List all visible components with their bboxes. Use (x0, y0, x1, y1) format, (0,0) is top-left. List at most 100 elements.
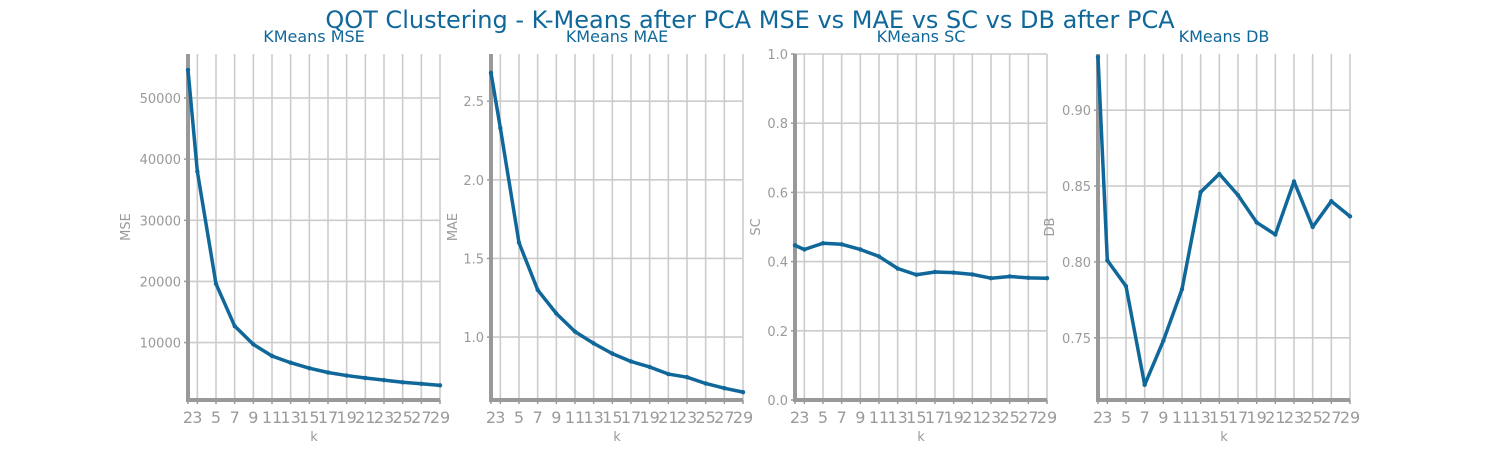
x-tick-label: 25 (1302, 408, 1322, 427)
data-point (344, 373, 349, 378)
data-point (572, 329, 578, 334)
data-point (914, 272, 919, 277)
data-point (437, 383, 443, 388)
data-point (251, 342, 256, 347)
x-axis-label: k (1220, 430, 1228, 445)
data-point (988, 276, 994, 281)
data-point (1007, 274, 1012, 279)
x-tick-label: 3 (192, 408, 202, 427)
x-tick-label: 17 (318, 408, 338, 427)
x-tick-label: 15 (602, 408, 622, 427)
data-point (858, 247, 863, 252)
x-tick-label: 11 (869, 408, 889, 427)
x-tick-label: 9 (551, 408, 561, 427)
data-point (1026, 275, 1031, 281)
y-tick-label: 0.8 (767, 117, 788, 132)
x-tick-label: 15 (906, 408, 926, 427)
data-point (488, 70, 494, 76)
x-tick-label: 11 (1172, 408, 1192, 427)
x-tick-label: 15 (1209, 408, 1229, 427)
y-tick-label: 2.5 (463, 95, 484, 110)
data-point (1123, 283, 1129, 289)
data-point (591, 341, 596, 346)
y-axis-label: MAE (446, 213, 461, 241)
y-tick-label: 0.0 (767, 394, 788, 409)
data-point (610, 351, 615, 356)
y-tick-label: 0.75 (1062, 332, 1091, 347)
x-tick-label: 5 (514, 408, 524, 427)
x-tick-label: 5 (211, 408, 221, 427)
data-point (1291, 179, 1297, 184)
x-tick-label: 2 (486, 408, 496, 427)
x-tick-label: 5 (1121, 408, 1131, 427)
y-tick-label: 30000 (140, 214, 181, 229)
y-tick-label: 0.2 (767, 325, 788, 340)
y-tick-label: 1.0 (463, 331, 484, 346)
x-tick-label: 23 (677, 408, 697, 427)
subplot-title: KMeans MSE (263, 27, 365, 46)
data-point (647, 364, 652, 370)
x-tick-label: 9 (855, 408, 865, 427)
x-tick-label: 13 (887, 408, 907, 427)
y-tick-label: 1.5 (463, 252, 484, 267)
data-point (1254, 220, 1259, 225)
x-tick-label: 29 (1340, 408, 1360, 427)
x-tick-label: 25 (999, 408, 1019, 427)
data-point (1044, 276, 1050, 281)
data-point (1198, 189, 1203, 195)
data-point (1310, 224, 1315, 230)
x-tick-label: 21 (355, 408, 375, 427)
x-axis-label: k (917, 430, 925, 445)
x-tick-label: 25 (392, 408, 412, 427)
x-tick-label: 11 (262, 408, 282, 427)
data-point (1161, 338, 1166, 344)
y-tick-label: 0.85 (1062, 180, 1091, 195)
figure-title: QOT Clustering - K-Means after PCA MSE v… (325, 6, 1175, 34)
subplot-title: KMeans SC (877, 27, 966, 46)
y-tick-label: 40000 (140, 153, 181, 168)
x-tick-label: 13 (1190, 408, 1210, 427)
x-tick-label: 21 (962, 408, 982, 427)
data-point (895, 266, 900, 271)
data-point (792, 243, 798, 248)
data-point (1329, 199, 1334, 204)
data-point (1217, 171, 1222, 177)
data-point (232, 323, 237, 329)
data-point (400, 380, 405, 385)
y-tick-label: 10000 (140, 337, 181, 352)
x-axis-label: k (613, 430, 621, 445)
subplot-2: 2 3 5 7 9 111315171921232527291.01.52.02.5KMe… (446, 27, 753, 445)
x-tick-label: 19 (1246, 408, 1266, 427)
data-point (951, 270, 956, 275)
data-point (1347, 214, 1353, 219)
subplot-1: 2 3 5 7 9 11131517192123252729100002000030000… (119, 27, 450, 445)
data-point (269, 353, 275, 359)
data-point (1273, 232, 1278, 237)
data-point (516, 240, 522, 245)
data-point (802, 247, 807, 252)
x-tick-label: 7 (1140, 408, 1150, 427)
data-point (1095, 54, 1101, 60)
x-tick-label: 3 (495, 408, 505, 427)
x-tick-label: 3 (799, 408, 809, 427)
data-point (666, 371, 671, 377)
data-point (195, 169, 200, 174)
x-tick-label: 2 (183, 408, 193, 427)
data-point (722, 386, 727, 391)
x-tick-label: 7 (230, 408, 240, 427)
x-tick-label: 29 (430, 408, 450, 427)
subplot-4: 2 3 5 7 9 111315171921232527290.750.800.850.9… (1043, 27, 1360, 445)
x-tick-label: 17 (1228, 408, 1248, 427)
x-tick-label: 5 (818, 408, 828, 427)
subplot-title: KMeans MAE (566, 27, 668, 46)
y-tick-label: 0.90 (1062, 104, 1091, 119)
x-tick-label: 7 (837, 408, 847, 427)
subplot-3: 2 3 5 7 9 111315171921232527290.00.20.40.60.8… (749, 27, 1057, 445)
x-tick-label: 21 (1265, 408, 1285, 427)
x-tick-label: 13 (280, 408, 300, 427)
y-tick-label: 1.0 (767, 48, 788, 63)
subplots: 2 3 5 7 9 11131517192123252729100002000030000… (119, 27, 1360, 445)
x-tick-label: 11 (565, 408, 585, 427)
x-tick-label: 2 (790, 408, 800, 427)
